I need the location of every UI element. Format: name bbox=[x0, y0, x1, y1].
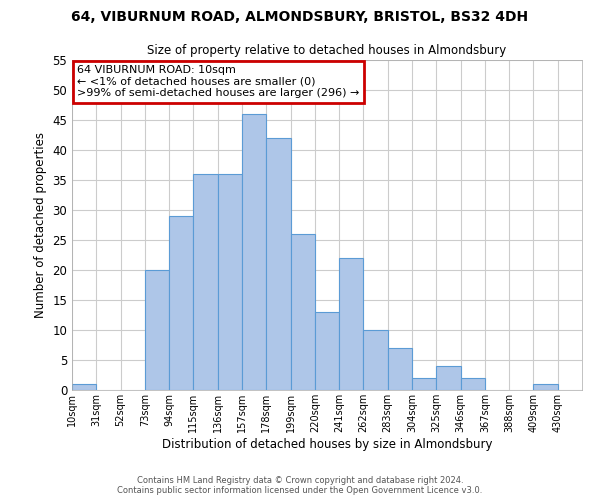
Text: Contains HM Land Registry data © Crown copyright and database right 2024.
Contai: Contains HM Land Registry data © Crown c… bbox=[118, 476, 482, 495]
Bar bbox=[533, 384, 558, 390]
Bar bbox=[290, 234, 315, 390]
Text: 64 VIBURNUM ROAD: 10sqm
← <1% of detached houses are smaller (0)
>99% of semi-de: 64 VIBURNUM ROAD: 10sqm ← <1% of detache… bbox=[77, 65, 359, 98]
Bar bbox=[412, 378, 436, 390]
Bar bbox=[436, 366, 461, 390]
Text: 64, VIBURNUM ROAD, ALMONDSBURY, BRISTOL, BS32 4DH: 64, VIBURNUM ROAD, ALMONDSBURY, BRISTOL,… bbox=[71, 10, 529, 24]
Bar bbox=[72, 384, 96, 390]
Bar bbox=[193, 174, 218, 390]
Bar bbox=[388, 348, 412, 390]
X-axis label: Distribution of detached houses by size in Almondsbury: Distribution of detached houses by size … bbox=[162, 438, 492, 450]
Bar bbox=[242, 114, 266, 390]
Y-axis label: Number of detached properties: Number of detached properties bbox=[34, 132, 47, 318]
Bar bbox=[339, 258, 364, 390]
Title: Size of property relative to detached houses in Almondsbury: Size of property relative to detached ho… bbox=[148, 44, 506, 58]
Bar bbox=[145, 270, 169, 390]
Bar bbox=[315, 312, 339, 390]
Bar bbox=[461, 378, 485, 390]
Bar bbox=[218, 174, 242, 390]
Bar bbox=[364, 330, 388, 390]
Bar bbox=[266, 138, 290, 390]
Bar bbox=[169, 216, 193, 390]
